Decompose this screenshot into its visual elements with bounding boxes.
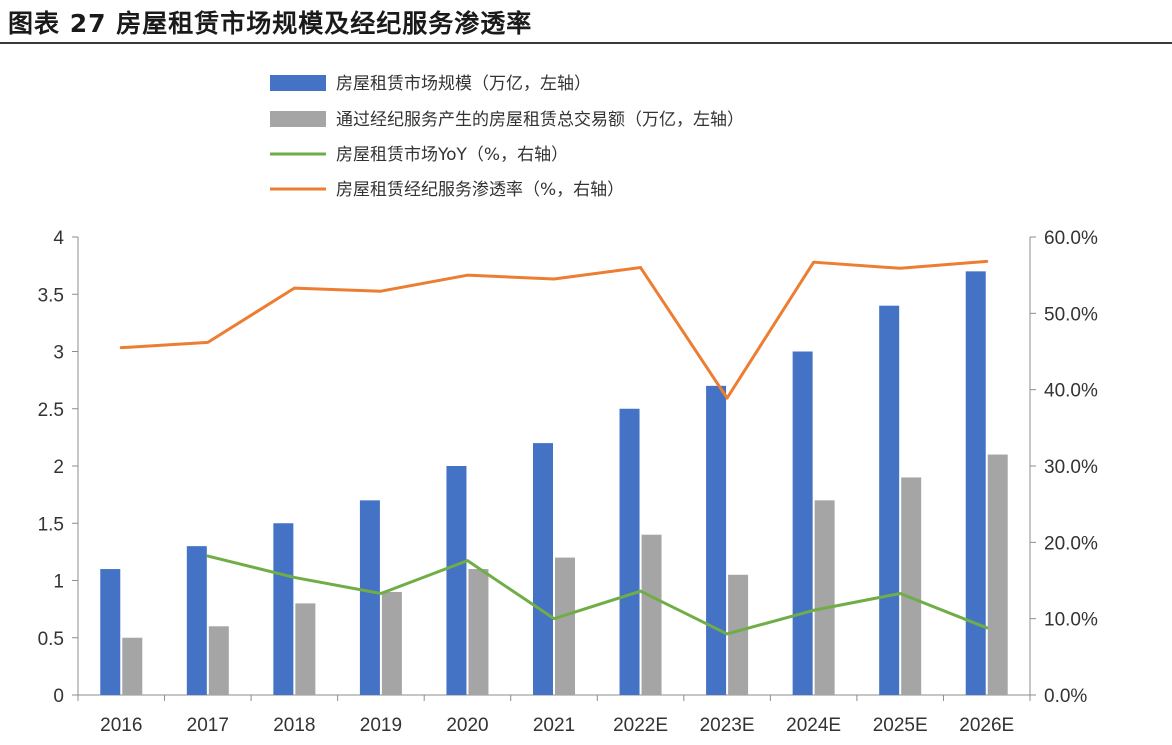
bar-market-size bbox=[186, 546, 207, 695]
bar-market-size bbox=[879, 305, 900, 695]
bar-brokerage-volume bbox=[468, 569, 489, 695]
bar-brokerage-volume bbox=[814, 500, 835, 695]
bar-market-size bbox=[446, 466, 467, 695]
bars bbox=[100, 271, 1008, 695]
bar-market-size bbox=[100, 569, 121, 695]
left-tick-label: 1 bbox=[53, 572, 64, 593]
left-tick-label: 0.5 bbox=[38, 629, 64, 650]
x-tick-label: 2017 bbox=[187, 715, 229, 736]
x-tick-label: 2016 bbox=[100, 715, 142, 736]
line-penetration-rate bbox=[119, 259, 989, 400]
bar-brokerage-volume bbox=[987, 454, 1008, 695]
bar-brokerage-volume bbox=[728, 574, 749, 695]
right-tick-label: 20.0% bbox=[1044, 533, 1098, 554]
right-tick-label: 0.0% bbox=[1044, 686, 1087, 707]
left-tick-label: 2.5 bbox=[38, 400, 64, 421]
left-tick-label: 4 bbox=[53, 228, 64, 249]
right-tick-label: 50.0% bbox=[1044, 304, 1098, 325]
right-tick-label: 30.0% bbox=[1044, 457, 1098, 478]
left-tick-label: 3.5 bbox=[38, 285, 64, 306]
legend-label: 通过经纪服务产生的房屋租赁总交易额（万亿，左轴） bbox=[336, 110, 744, 130]
right-tick-label: 60.0% bbox=[1044, 228, 1098, 249]
right-tick-label: 10.0% bbox=[1044, 610, 1098, 631]
legend-swatch bbox=[270, 75, 326, 91]
legend-swatch bbox=[270, 111, 326, 127]
bar-market-size bbox=[359, 500, 380, 695]
legend-label: 房屋租赁市场规模（万亿，左轴） bbox=[336, 74, 591, 94]
bar-brokerage-volume bbox=[901, 477, 922, 695]
bar-market-size bbox=[619, 408, 640, 695]
bar-brokerage-volume bbox=[122, 637, 143, 695]
left-tick-label: 2 bbox=[53, 457, 64, 478]
bar-market-size bbox=[792, 351, 813, 695]
line-market-yoy bbox=[206, 554, 989, 636]
bar-brokerage-volume bbox=[208, 626, 229, 695]
bar-brokerage-volume bbox=[641, 534, 662, 695]
bar-market-size bbox=[706, 385, 727, 695]
x-tick-label: 2022E bbox=[613, 715, 668, 736]
legend-label: 房屋租赁经纪服务渗透率（%，右轴） bbox=[336, 180, 624, 200]
left-tick-label: 0 bbox=[53, 686, 64, 707]
chart-title: 图表 27 房屋租赁市场规模及经纪服务渗透率 bbox=[8, 9, 533, 38]
x-tick-label: 2021 bbox=[533, 715, 575, 736]
x-tick-label: 2025E bbox=[873, 715, 928, 736]
x-tick-label: 2026E bbox=[959, 715, 1014, 736]
bar-brokerage-volume bbox=[555, 557, 575, 695]
x-tick-label: 2024E bbox=[786, 715, 841, 736]
left-tick-label: 1.5 bbox=[38, 514, 64, 535]
tick-labels: 00.511.522.533.540.0%10.0%20.0%30.0%40.0… bbox=[38, 228, 1098, 736]
right-tick-label: 40.0% bbox=[1044, 381, 1098, 402]
legend-label: 房屋租赁市场YoY（%，右轴） bbox=[336, 145, 568, 165]
bar-market-size bbox=[965, 271, 986, 695]
left-tick-label: 3 bbox=[53, 343, 64, 364]
bar-brokerage-volume bbox=[295, 603, 316, 695]
legend: 房屋租赁市场规模（万亿，左轴） 通过经纪服务产生的房屋租赁总交易额（万亿，左轴） 房… bbox=[270, 74, 744, 200]
x-tick-label: 2019 bbox=[360, 715, 402, 736]
x-tick-label: 2023E bbox=[700, 715, 755, 736]
axes bbox=[72, 236, 1036, 701]
x-tick-label: 2020 bbox=[446, 715, 488, 736]
title-bar: 图表 27 房屋租赁市场规模及经纪服务渗透率 bbox=[0, 0, 1172, 44]
x-tick-label: 2018 bbox=[273, 715, 315, 736]
bar-brokerage-volume bbox=[381, 591, 402, 695]
bar-market-size bbox=[273, 523, 294, 695]
lines bbox=[119, 259, 989, 636]
bar-market-size bbox=[533, 443, 553, 695]
